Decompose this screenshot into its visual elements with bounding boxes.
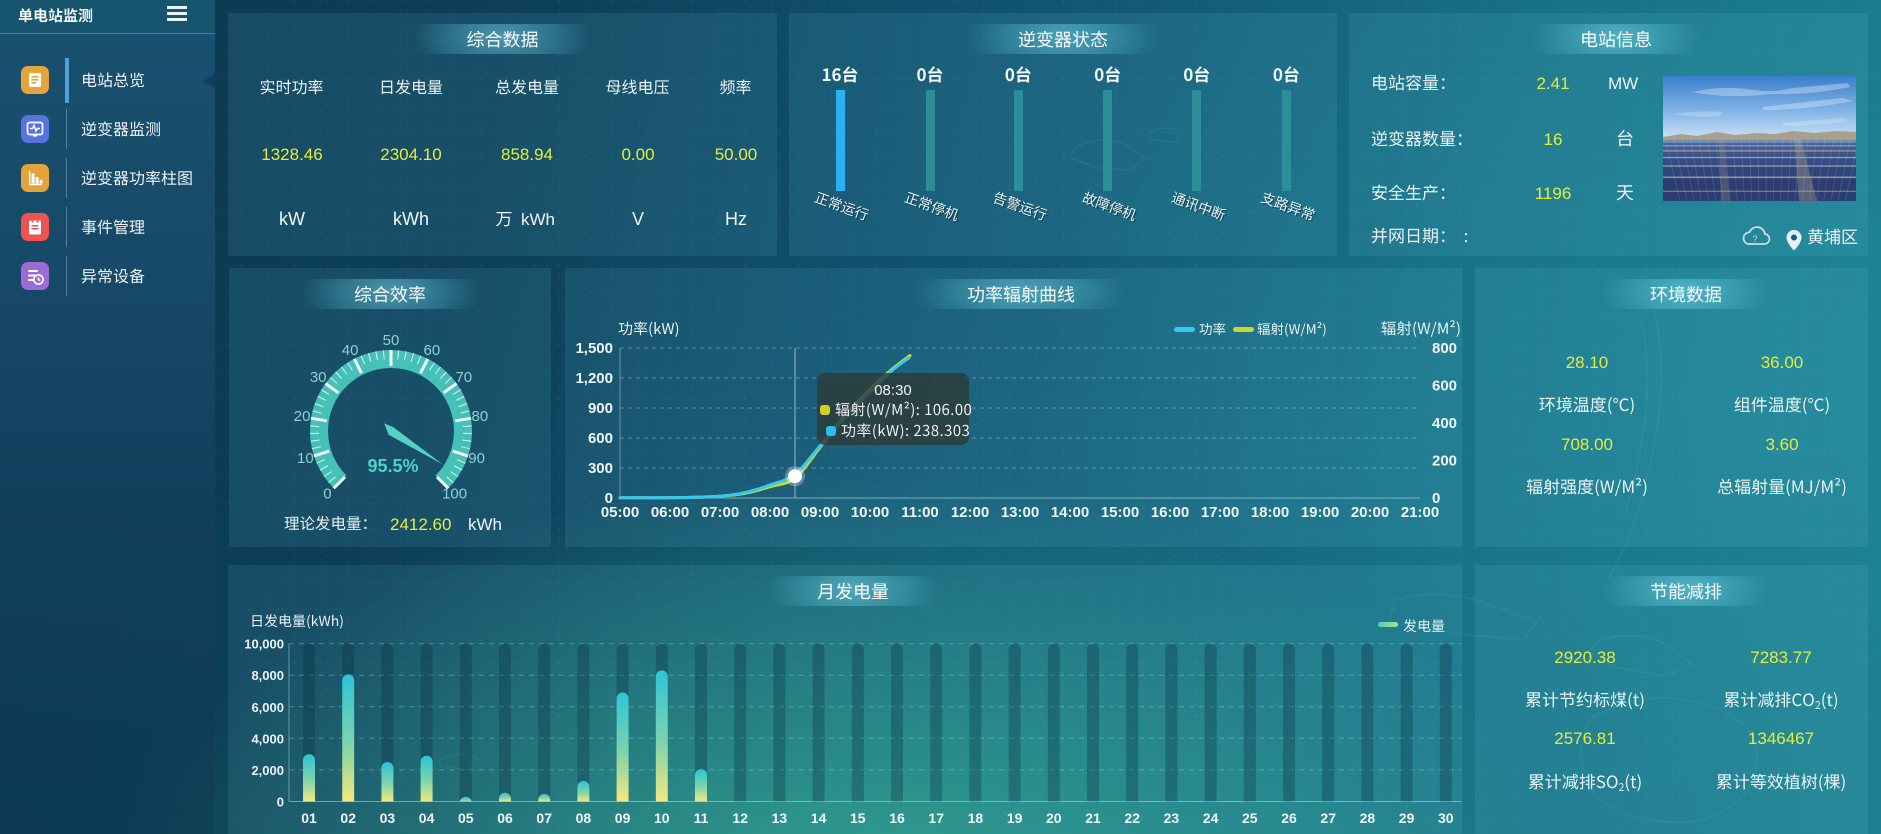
svg-text:10: 10 (654, 810, 670, 826)
svg-text:1,500: 1,500 (575, 340, 613, 357)
svg-text:12: 12 (732, 810, 748, 826)
svg-text:16: 16 (889, 810, 905, 826)
svg-text:?: ? (1752, 234, 1757, 244)
svg-text:20:00: 20:00 (1351, 504, 1389, 521)
svg-text:08: 08 (576, 810, 592, 826)
svg-text:30: 30 (1438, 810, 1454, 826)
svg-text:11:00: 11:00 (901, 504, 939, 521)
svg-text:8,000: 8,000 (251, 668, 284, 683)
svg-text:13:00: 13:00 (1001, 504, 1039, 521)
svg-text:50: 50 (383, 332, 400, 349)
svg-text:90: 90 (468, 450, 485, 467)
svg-text:06: 06 (497, 810, 513, 826)
svg-text:15: 15 (850, 810, 866, 826)
svg-text:0: 0 (277, 795, 284, 810)
svg-text:19:00: 19:00 (1301, 504, 1339, 521)
svg-text:21: 21 (1085, 810, 1101, 826)
svg-text:60: 60 (424, 342, 441, 359)
svg-text:07:00: 07:00 (701, 504, 739, 521)
svg-text:20: 20 (1046, 810, 1062, 826)
svg-text:4,000: 4,000 (251, 731, 284, 746)
svg-text:1,200: 1,200 (575, 370, 613, 387)
svg-text:6,000: 6,000 (251, 700, 284, 715)
svg-text:21:00: 21:00 (1401, 504, 1439, 521)
svg-text:18: 18 (968, 810, 984, 826)
svg-text:09:00: 09:00 (801, 504, 839, 521)
svg-text:29: 29 (1399, 810, 1415, 826)
svg-text:11: 11 (694, 810, 709, 826)
svg-text:600: 600 (588, 430, 613, 447)
svg-text:100: 100 (442, 486, 467, 503)
svg-text:13: 13 (772, 810, 788, 826)
svg-text:04: 04 (419, 810, 435, 826)
svg-text:24: 24 (1203, 810, 1219, 826)
svg-text:400: 400 (1432, 415, 1457, 432)
svg-text:14: 14 (811, 810, 827, 826)
svg-text:200: 200 (1432, 453, 1457, 470)
svg-text:25: 25 (1242, 810, 1258, 826)
svg-text:18:00: 18:00 (1251, 504, 1289, 521)
svg-text:0: 0 (605, 490, 613, 507)
svg-text:0: 0 (1432, 490, 1440, 507)
svg-text:10,000: 10,000 (244, 637, 284, 652)
svg-text:12:00: 12:00 (951, 504, 989, 521)
svg-text:300: 300 (588, 460, 613, 477)
svg-text:10:00: 10:00 (851, 504, 889, 521)
svg-text:95.5%: 95.5% (367, 456, 418, 476)
svg-text:30: 30 (310, 369, 327, 386)
svg-text:10: 10 (297, 450, 314, 467)
svg-text:19: 19 (1007, 810, 1023, 826)
svg-text:23: 23 (1164, 810, 1180, 826)
svg-text:0: 0 (323, 486, 331, 503)
svg-text:600: 600 (1432, 378, 1457, 395)
svg-text:900: 900 (588, 400, 613, 417)
svg-text:03: 03 (380, 810, 396, 826)
svg-text:17:00: 17:00 (1201, 504, 1239, 521)
svg-text:07: 07 (536, 810, 552, 826)
svg-text:17: 17 (928, 810, 944, 826)
svg-text:02: 02 (340, 810, 356, 826)
svg-text:40: 40 (342, 342, 359, 359)
svg-text:14:00: 14:00 (1051, 504, 1089, 521)
svg-text:28: 28 (1360, 810, 1376, 826)
svg-text:2,000: 2,000 (251, 763, 284, 778)
svg-text:70: 70 (455, 369, 472, 386)
svg-text:15:00: 15:00 (1101, 504, 1139, 521)
svg-text:09: 09 (615, 810, 631, 826)
svg-text:16:00: 16:00 (1151, 504, 1189, 521)
svg-text:800: 800 (1432, 340, 1457, 357)
svg-text:01: 01 (301, 810, 317, 826)
svg-text:80: 80 (472, 408, 489, 425)
svg-text:05: 05 (458, 810, 474, 826)
svg-text:27: 27 (1320, 810, 1336, 826)
svg-text:26: 26 (1281, 810, 1297, 826)
svg-text:08:00: 08:00 (751, 504, 789, 521)
svg-text:06:00: 06:00 (651, 504, 689, 521)
svg-text:22: 22 (1124, 810, 1140, 826)
svg-text:05:00: 05:00 (601, 504, 639, 521)
svg-text:20: 20 (294, 408, 311, 425)
